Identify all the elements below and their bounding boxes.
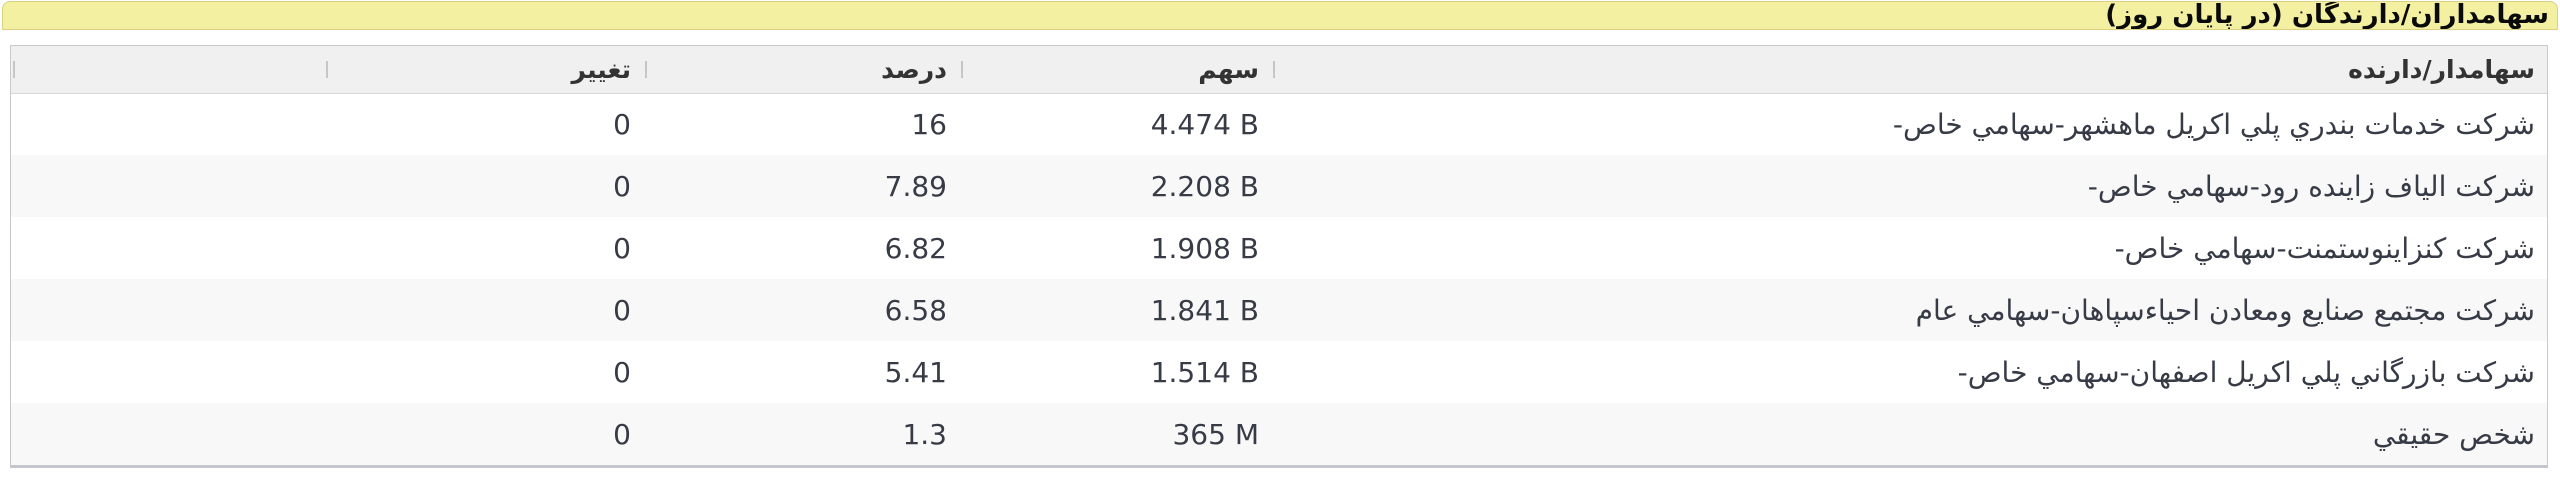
cell-change: 0 (324, 341, 643, 403)
cell-share: 1.908 B (959, 217, 1271, 279)
shareholders-grid: سهامدار/دارنده سهم درصد تغییر شرکت خدمات… (10, 45, 2548, 468)
panel-title-bar: سهامداران/دارندگان (در پایان روز) (2, 1, 2558, 30)
cell-spacer (11, 155, 324, 217)
cell-share: 365 M (959, 403, 1271, 465)
shareholders-table: سهامدار/دارنده سهم درصد تغییر شرکت خدمات… (11, 46, 2547, 465)
column-header-percent[interactable]: درصد (643, 46, 959, 94)
column-header-shareholder[interactable]: سهامدار/دارنده (1271, 46, 2547, 94)
cell-share: 1.841 B (959, 279, 1271, 341)
panel-title: سهامداران/دارندگان (در پایان روز) (2105, 1, 2549, 30)
cell-shareholder-name: شخص حقیقي (1271, 403, 2547, 465)
cell-percent: 6.82 (643, 217, 959, 279)
cell-percent: 16 (643, 93, 959, 155)
shareholder-row[interactable]: شخص حقیقي 365 M 1.3 0 (11, 403, 2547, 465)
grid-header-row: سهامدار/دارنده سهم درصد تغییر (11, 46, 2547, 94)
cell-percent: 7.89 (643, 155, 959, 217)
shareholder-row[interactable]: شرکت بازرگاني پلي اکریل اصفهان-سهامي خاص… (11, 341, 2547, 403)
shareholder-row[interactable]: شرکت خدمات بندري پلي اکریل ماهشهر-سهامي … (11, 93, 2547, 155)
cell-change: 0 (324, 93, 643, 155)
cell-shareholder-name: شرکت الیاف زاینده رود-سهامي خاص- (1271, 155, 2547, 217)
column-header-change[interactable]: تغییر (324, 46, 643, 94)
cell-share: 2.208 B (959, 155, 1271, 217)
cell-share: 1.514 B (959, 341, 1271, 403)
cell-percent: 5.41 (643, 341, 959, 403)
cell-share: 4.474 B (959, 93, 1271, 155)
shareholder-row[interactable]: شرکت الیاف زاینده رود-سهامي خاص- 2.208 B… (11, 155, 2547, 217)
cell-change: 0 (324, 403, 643, 465)
cell-spacer (11, 341, 324, 403)
cell-shareholder-name: شرکت بازرگاني پلي اکریل اصفهان-سهامي خاص… (1271, 341, 2547, 403)
cell-spacer (11, 217, 324, 279)
cell-shareholder-name: شرکت کنزاینوستمنت-سهامي خاص- (1271, 217, 2547, 279)
cell-spacer (11, 93, 324, 155)
column-header-share[interactable]: سهم (959, 46, 1271, 94)
cell-shareholder-name: شرکت خدمات بندري پلي اکریل ماهشهر-سهامي … (1271, 93, 2547, 155)
column-header-spacer (11, 46, 324, 94)
cell-spacer (11, 279, 324, 341)
cell-change: 0 (324, 279, 643, 341)
shareholder-row[interactable]: شرکت کنزاینوستمنت-سهامي خاص- 1.908 B 6.8… (11, 217, 2547, 279)
cell-spacer (11, 403, 324, 465)
cell-percent: 1.3 (643, 403, 959, 465)
cell-shareholder-name: شرکت مجتمع صنایع ومعادن احیاءسپاهان-سهام… (1271, 279, 2547, 341)
cell-change: 0 (324, 155, 643, 217)
cell-percent: 6.58 (643, 279, 959, 341)
shareholder-row[interactable]: شرکت مجتمع صنایع ومعادن احیاءسپاهان-سهام… (11, 279, 2547, 341)
cell-change: 0 (324, 217, 643, 279)
